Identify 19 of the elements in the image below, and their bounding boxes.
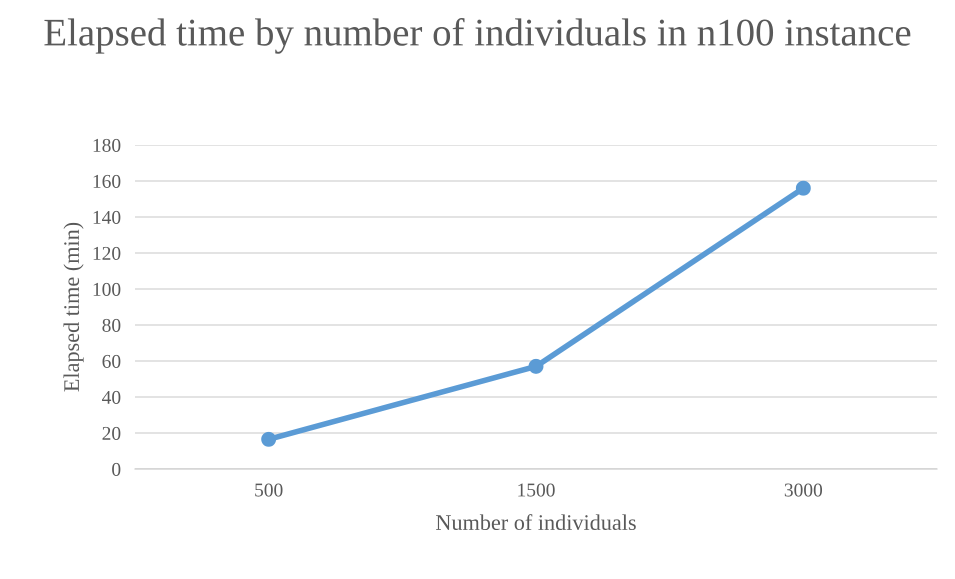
- y-tick-label: 100: [94, 282, 120, 296]
- y-tick-label: 120: [94, 246, 120, 260]
- y-tick-label: 20: [102, 426, 120, 440]
- x-tick-label: 500: [255, 483, 283, 497]
- x-axis-title: Number of individuals: [436, 514, 636, 530]
- y-tick-label: 40: [102, 390, 120, 404]
- y-tick-label: 180: [94, 138, 120, 152]
- y-axis-title: Elapsed time (min): [63, 222, 84, 392]
- y-tick-label: 60: [102, 354, 120, 368]
- x-tick-label: 1500: [518, 483, 555, 497]
- point: [796, 180, 811, 196]
- y-tick-label: 0: [112, 462, 120, 476]
- point: [261, 432, 276, 447]
- chart-title: Elapsed time by number of individuals in n100 instance: [44, 18, 910, 54]
- y-tick-label: 140: [94, 210, 120, 224]
- x-tick-label: 3000: [784, 483, 822, 497]
- point: [528, 358, 544, 374]
- y-tick-label: 160: [94, 174, 120, 188]
- y-tick-label: 80: [102, 318, 120, 332]
